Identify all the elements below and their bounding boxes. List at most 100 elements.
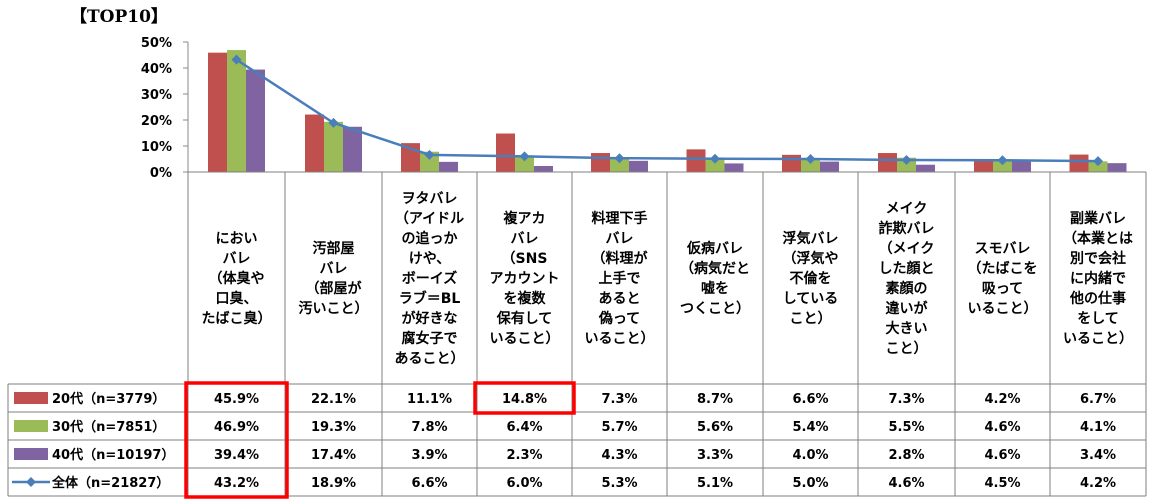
category-label: 汚部屋 <box>313 240 355 257</box>
category-label: の追っか <box>402 230 458 247</box>
category-label: 保有して <box>496 310 553 327</box>
total-marker <box>231 54 242 65</box>
bar-2 <box>515 155 534 172</box>
category-label: をして <box>1077 311 1119 327</box>
highlight-box <box>473 381 576 415</box>
category-label: あると <box>599 291 641 307</box>
bar-3 <box>629 160 648 172</box>
category-label: 仮病バレ <box>686 240 743 257</box>
category-label: （病気だと <box>680 260 750 277</box>
bar-2 <box>705 157 725 172</box>
category-label: が好きな <box>402 310 458 327</box>
data-label: 4.5% <box>984 476 1020 491</box>
category-label: 違いが <box>886 300 929 317</box>
total-marker <box>1093 156 1103 167</box>
data-label: 4.2% <box>984 392 1020 407</box>
category-label: している <box>783 291 839 307</box>
data-label: 3.9% <box>411 448 447 463</box>
category-label: 上手で <box>599 270 641 287</box>
data-label: 6.6% <box>792 392 828 407</box>
total-marker <box>805 154 816 164</box>
category-label: ラブ＝BL <box>399 290 461 307</box>
data-label: 6.7% <box>1080 392 1116 407</box>
category-label: （体臭や <box>209 270 265 287</box>
bar-1 <box>496 133 515 172</box>
category-label: （料理が <box>592 250 649 267</box>
category-label: バレ <box>606 231 634 247</box>
bar-2 <box>801 157 820 172</box>
category-label: けや、 <box>409 251 451 267</box>
legend-key-1 <box>14 392 48 404</box>
category-label: アカウント <box>490 271 560 287</box>
data-label: 8.7% <box>697 392 733 407</box>
data-label: 14.8% <box>502 392 547 407</box>
total-line <box>235 58 1099 163</box>
category-label: 不倫を <box>790 270 832 287</box>
data-label: 2.3% <box>506 448 542 463</box>
data-label: 5.0% <box>792 476 828 491</box>
category-label: 汚いこと） <box>299 300 369 317</box>
legend-key-2 <box>14 420 48 432</box>
bar-3 <box>724 163 744 172</box>
total-marker <box>710 153 720 164</box>
category-label: 詐欺バレ <box>879 220 935 237</box>
data-label: 3.4% <box>1080 448 1116 463</box>
bar-2 <box>993 160 1012 172</box>
category-label: いること） <box>1063 331 1133 347</box>
data-label: 4.0% <box>792 448 828 463</box>
total-marker <box>328 117 339 128</box>
data-label: 5.3% <box>601 476 637 491</box>
category-label: いること） <box>968 301 1038 317</box>
category-label: 嘘を <box>701 280 729 297</box>
category-label: 他の仕事 <box>1069 290 1126 307</box>
category-label: メイク <box>886 201 928 217</box>
total-marker <box>519 151 530 162</box>
legend-key-marker <box>26 477 36 487</box>
category-label: に内緒で <box>1070 270 1126 287</box>
data-label: 4.6% <box>984 448 1020 463</box>
legend-label: 40代（n=10197） <box>52 447 174 463</box>
data-label: 6.0% <box>506 476 542 491</box>
bar-2 <box>1088 161 1108 172</box>
legend-label: 20代（n=3779） <box>52 391 165 407</box>
category-label: 浮気バレ <box>783 230 839 247</box>
bar-1 <box>782 154 801 172</box>
data-label: 43.2% <box>214 476 259 491</box>
category-label: スモバレ <box>975 241 1031 257</box>
bar-1 <box>878 153 897 172</box>
data-label: 11.1% <box>407 392 452 407</box>
category-label: （アイドル <box>395 211 464 227</box>
category-label: たばこ臭） <box>202 310 272 327</box>
chart-title: 【TOP10】 <box>70 7 168 27</box>
total-marker <box>614 153 625 164</box>
total-marker <box>901 155 912 166</box>
y-tick-label: 0% <box>150 166 172 181</box>
category-label: あること） <box>395 351 465 367</box>
bar-2 <box>420 151 439 172</box>
category-label: （本業とは <box>1063 230 1133 247</box>
data-label: 22.1% <box>311 392 356 407</box>
total-marker <box>997 155 1008 166</box>
category-label: （浮気や <box>783 250 839 267</box>
category-label: ボーイズ <box>402 270 458 287</box>
data-label: 17.4% <box>311 448 356 463</box>
category-label: （メイク <box>879 241 935 257</box>
y-tick-label: 10% <box>141 140 172 155</box>
category-label: におい <box>216 231 258 247</box>
category-label: 口臭、 <box>216 290 258 307</box>
data-label: 4.6% <box>888 476 924 491</box>
bar-2 <box>227 50 246 173</box>
category-label: （SNS <box>502 251 548 267</box>
data-label: 6.4% <box>506 420 542 435</box>
legend-key-3 <box>14 448 48 460</box>
total-marker <box>424 149 435 160</box>
y-tick-label: 20% <box>141 114 172 129</box>
y-tick-label: 40% <box>141 62 172 77</box>
data-label: 46.9% <box>214 420 259 435</box>
category-label: 偽って <box>598 310 640 327</box>
bar-3 <box>439 161 458 172</box>
data-label: 19.3% <box>311 420 356 435</box>
bar-3 <box>343 126 362 172</box>
category-label: つくこと） <box>680 301 750 317</box>
